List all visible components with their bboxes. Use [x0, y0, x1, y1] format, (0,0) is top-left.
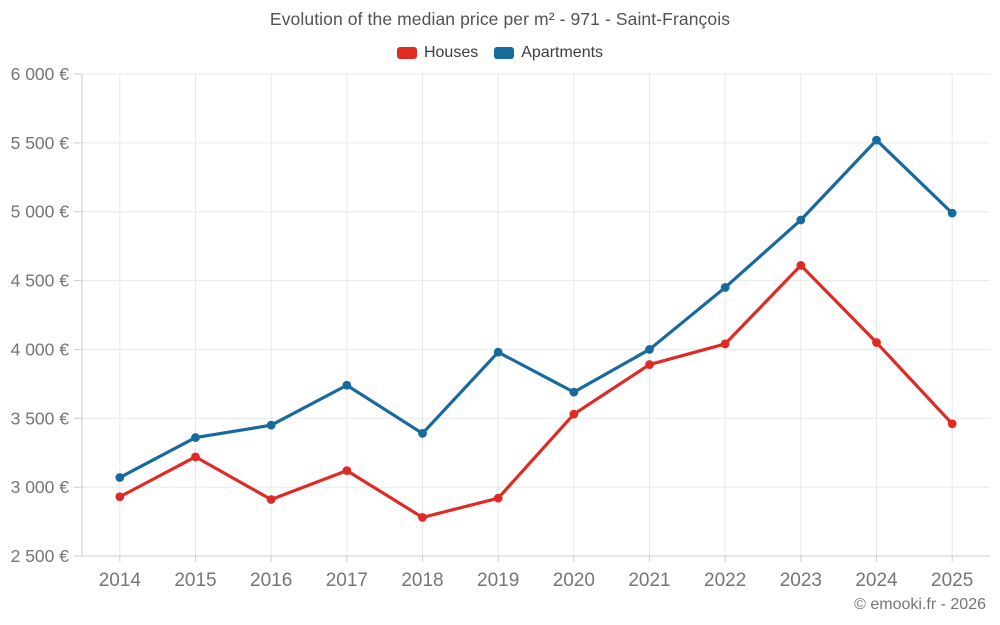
- data-point-apartments-2024[interactable]: [872, 135, 881, 145]
- chart-legend: Houses Apartments: [0, 44, 1000, 62]
- x-axis-label: 2017: [326, 570, 368, 591]
- x-axis-label: 2024: [855, 570, 898, 591]
- data-point-houses-2024[interactable]: [872, 338, 881, 347]
- x-axis-label: 2014: [99, 570, 142, 591]
- data-point-apartments-2019[interactable]: [493, 347, 503, 357]
- data-point-houses-2025[interactable]: [947, 419, 957, 429]
- data-point-houses-2016[interactable]: [266, 495, 276, 504]
- x-axis-label: 2022: [704, 570, 746, 591]
- apartments-series-swatch-icon: [494, 47, 515, 59]
- y-axis-labels: 2 500 € 3 000 € 3 500 € 4 000 € 4 500 € 5 000…: [11, 64, 70, 566]
- x-axis-label: 2015: [174, 570, 216, 591]
- h-gridlines: [82, 73, 990, 557]
- y-axis-label: 2 500 €: [11, 546, 70, 566]
- series-apartments: [115, 135, 957, 482]
- data-point-apartments-2023[interactable]: [796, 215, 806, 225]
- data-point-houses-2020[interactable]: [569, 409, 579, 419]
- series-houses: [115, 261, 957, 522]
- copyright-footer: © emooki.fr - 2026: [854, 596, 986, 613]
- y-axis-label: 4 000 €: [11, 339, 70, 359]
- x-axis-label: 2020: [553, 570, 595, 591]
- x-axis-label: 2023: [780, 570, 822, 591]
- y-axis-label: 5 000 €: [11, 202, 70, 222]
- data-point-houses-2019[interactable]: [493, 493, 503, 503]
- x-axis-label: 2019: [477, 570, 519, 591]
- y-axis-label: 3 000 €: [11, 477, 70, 497]
- legend-label-houses: Houses: [423, 44, 479, 61]
- y-axis-label: 4 500 €: [11, 271, 70, 291]
- data-point-houses-2017[interactable]: [342, 466, 352, 476]
- data-point-houses-2022[interactable]: [720, 339, 730, 349]
- y-axis-label: 6 000 €: [11, 64, 70, 84]
- chart-title: Evolution of the median price per m² - 9…: [269, 9, 731, 29]
- y-axis-label: 3 500 €: [11, 408, 70, 428]
- v-gridlines: [119, 74, 953, 556]
- data-point-houses-2015[interactable]: [191, 452, 200, 462]
- x-axis-label: 2016: [250, 570, 292, 591]
- x-axis-label: 2018: [401, 570, 443, 591]
- data-point-apartments-2015[interactable]: [191, 433, 200, 442]
- legend-item-apartments[interactable]: Apartments: [494, 44, 603, 62]
- y-axis-label: 5 500 €: [11, 133, 70, 153]
- legend-label-apartments: Apartments: [521, 44, 604, 61]
- data-point-apartments-2017[interactable]: [342, 380, 352, 390]
- legend-item-houses[interactable]: Houses: [396, 44, 479, 62]
- x-axis-label: 2021: [628, 570, 670, 591]
- x-axis-labels: 2014 2015 2016 2017 2018 2019 2020 2021 2022 2023…: [99, 570, 974, 591]
- axes: [74, 73, 990, 562]
- data-point-apartments-2018[interactable]: [418, 429, 427, 438]
- data-point-apartments-2016[interactable]: [266, 420, 276, 430]
- data-point-houses-2014[interactable]: [115, 492, 125, 502]
- data-point-houses-2021[interactable]: [645, 360, 654, 369]
- data-point-apartments-2014[interactable]: [115, 473, 125, 482]
- houses-series-swatch-icon: [396, 47, 417, 59]
- series-line-apartments: [118, 138, 954, 480]
- series-line-houses: [118, 263, 954, 520]
- data-point-apartments-2022[interactable]: [720, 283, 730, 292]
- data-point-apartments-2020[interactable]: [569, 387, 579, 397]
- data-point-houses-2018[interactable]: [418, 513, 427, 522]
- data-point-apartments-2021[interactable]: [645, 345, 654, 354]
- data-point-apartments-2025[interactable]: [947, 208, 957, 218]
- x-axis-label: 2025: [931, 570, 973, 591]
- data-point-houses-2023[interactable]: [796, 261, 806, 270]
